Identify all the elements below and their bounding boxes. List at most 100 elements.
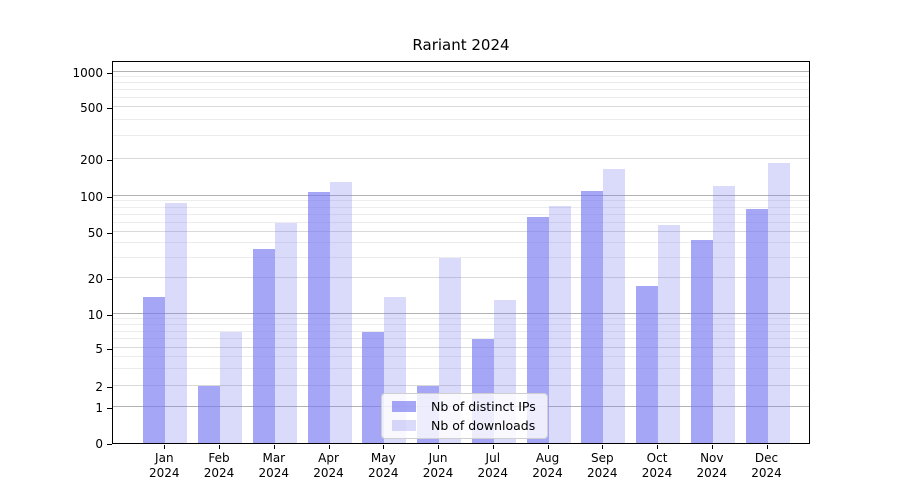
- gridline-400: [113, 118, 809, 120]
- x-tick-year: 2024: [587, 466, 618, 480]
- legend-label-distinct-ips: Nb of distinct IPs: [431, 399, 536, 415]
- bar-apr-distinct-ips: [307, 191, 330, 443]
- gridline-100: [113, 195, 809, 197]
- x-tick-mark-feb: [219, 445, 221, 449]
- y-tick-label-10: 10: [87, 308, 103, 323]
- gridline-7: [113, 330, 809, 332]
- y-tick-label-20: 20: [87, 272, 103, 287]
- x-tick-month: Jul: [485, 451, 501, 465]
- x-tick-label-oct: Oct 2024: [617, 451, 697, 481]
- y-axis-labels: 0 1 2 5 10 20 50 100 200 500 1000: [0, 61, 103, 451]
- x-tick-month: Oct: [646, 451, 668, 465]
- bar-may-distinct-ips: [362, 331, 385, 443]
- x-tick-label-dec: Dec 2024: [727, 451, 807, 481]
- gridline-2: [113, 385, 809, 387]
- legend-swatch-distinct-ips: [392, 401, 416, 413]
- bar-mar-downloads: [274, 222, 297, 443]
- gridline-9: [113, 318, 809, 320]
- x-tick-month: Nov: [700, 451, 724, 465]
- x-tick-month: Dec: [754, 451, 779, 465]
- x-tick-year: 2024: [422, 466, 454, 480]
- legend-swatch-downloads: [392, 419, 416, 431]
- gridline-20: [113, 277, 809, 279]
- y-tick-label-1000: 1000: [72, 66, 103, 80]
- y-tick-label-50: 50: [87, 226, 103, 241]
- y-tick-mark-2: [107, 387, 112, 389]
- bar-oct-distinct-ips: [636, 286, 659, 443]
- x-tick-label-apr: Apr 2024: [289, 451, 369, 481]
- y-tick-mark-100: [107, 197, 112, 199]
- y-tick-label-100: 100: [80, 190, 103, 205]
- x-tick-label-jul: Jul 2024: [453, 451, 533, 481]
- gridline-200: [113, 158, 809, 160]
- gridline-60: [113, 221, 809, 223]
- bar-aug-distinct-ips: [526, 216, 549, 443]
- gridline-90: [113, 200, 809, 202]
- x-tick-mark-nov: [711, 445, 713, 449]
- gridline-900: [113, 76, 809, 78]
- x-tick-month: Jan: [155, 451, 174, 465]
- y-tick-label-200: 200: [80, 153, 103, 168]
- plot-area: [112, 61, 810, 444]
- gridline-6: [113, 338, 809, 340]
- x-tick-mark-jul: [492, 445, 494, 449]
- x-tick-year: 2024: [368, 466, 399, 480]
- x-tick-label-jan: Jan 2024: [124, 451, 204, 481]
- x-tick-month: Sep: [590, 451, 614, 465]
- gridline-80: [113, 206, 809, 208]
- y-tick-mark-0: [107, 444, 112, 446]
- y-tick-mark-500: [107, 107, 112, 110]
- gridline-40: [113, 242, 809, 244]
- gridline-300: [113, 135, 809, 136]
- bar-apr-downloads: [329, 182, 352, 443]
- bar-mar-distinct-ips: [252, 248, 275, 443]
- x-tick-mark-jun: [438, 445, 440, 449]
- legend-row-distinct-ips: Nb of distinct IPs: [392, 399, 539, 414]
- chart-title: Rariant 2024: [412, 36, 510, 54]
- legend-row-downloads: Nb of downloads: [392, 418, 539, 433]
- x-tick-mark-oct: [657, 445, 659, 449]
- x-tick-year: 2024: [313, 466, 344, 480]
- bar-sep-downloads: [603, 169, 626, 443]
- y-tick-mark-1000: [107, 72, 112, 75]
- x-tick-year: 2024: [641, 466, 673, 480]
- bar-feb-downloads: [220, 331, 243, 443]
- x-tick-year: 2024: [477, 466, 509, 480]
- y-tick-label-500: 500: [80, 101, 103, 115]
- x-tick-label-may: May 2024: [343, 451, 423, 481]
- x-tick-label-mar: Mar 2024: [234, 451, 314, 481]
- x-tick-mark-sep: [602, 445, 604, 449]
- y-tick-mark-1: [107, 407, 112, 410]
- legend: Nb of distinct IPs Nb of downloads: [381, 393, 548, 439]
- x-tick-mark-may: [383, 445, 385, 449]
- x-tick-year: 2024: [258, 466, 290, 480]
- gridline-30: [113, 256, 809, 258]
- x-tick-year: 2024: [751, 466, 782, 480]
- x-tick-month: May: [370, 451, 396, 465]
- gridline-3: [113, 368, 809, 370]
- bar-jan-downloads: [165, 203, 188, 443]
- bar-dec-downloads: [767, 163, 790, 443]
- gridline-1000: [113, 71, 809, 72]
- y-tick-label-5: 5: [95, 342, 103, 357]
- legend-label-downloads: Nb of downloads: [431, 417, 536, 433]
- x-tick-year: 2024: [203, 466, 235, 480]
- x-tick-year: 2024: [696, 466, 728, 480]
- x-tick-month: Jun: [428, 451, 448, 465]
- x-tick-mark-mar: [273, 445, 275, 449]
- y-tick-mark-20: [107, 279, 112, 281]
- gridline-70: [113, 213, 809, 215]
- gridline-800: [113, 82, 809, 84]
- y-tick-label-1: 1: [95, 401, 103, 415]
- gridline-500: [113, 106, 809, 107]
- y-tick-label-0: 0: [95, 437, 103, 451]
- x-tick-mark-apr: [328, 445, 330, 449]
- y-tick-label-2: 2: [95, 380, 103, 395]
- gridline-4: [113, 356, 809, 358]
- bar-jan-distinct-ips: [143, 296, 166, 443]
- bar-oct-downloads: [658, 225, 681, 443]
- x-tick-month: Apr: [318, 451, 339, 465]
- bar-nov-distinct-ips: [690, 239, 713, 443]
- x-tick-mark-dec: [766, 445, 768, 449]
